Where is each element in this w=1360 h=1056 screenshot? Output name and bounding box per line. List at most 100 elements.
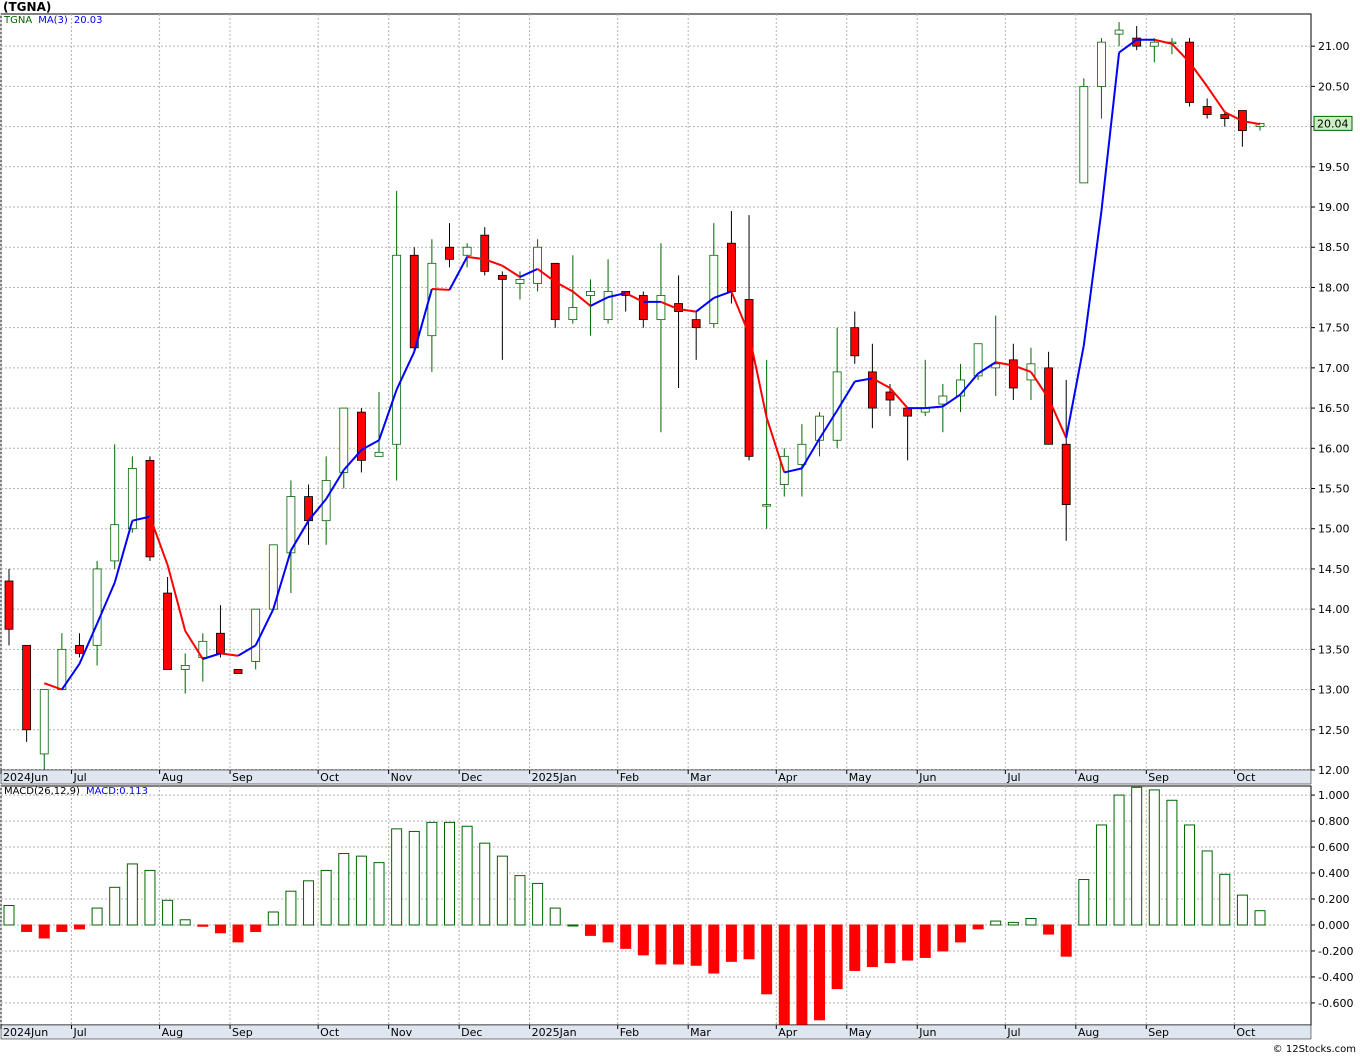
macd-legend: MACD(26,12,9) MACD:0.113	[4, 786, 154, 797]
candle-body	[832, 371, 842, 441]
macd-bar	[250, 924, 262, 932]
candle-body	[727, 242, 736, 292]
x-tick-label: Feb	[620, 1026, 639, 1039]
price-tick-label: 21.00	[1318, 40, 1350, 53]
candle-body	[815, 415, 824, 441]
x-tick-label: Oct	[320, 771, 340, 784]
macd-bar	[954, 924, 966, 943]
macd-bar	[444, 821, 455, 926]
legend-ma-label: MA(3)	[38, 15, 68, 26]
candle-body	[709, 254, 719, 325]
ma-segment	[1206, 85, 1226, 113]
ma-segment	[678, 308, 697, 313]
macd-bar	[1007, 921, 1019, 926]
ma-segment	[1030, 371, 1050, 399]
ma-segment	[1118, 38, 1138, 54]
candle-body	[603, 291, 613, 321]
price-tick-label: 14.00	[1318, 603, 1350, 616]
x-tick-label: Aug	[1078, 771, 1099, 784]
macd-bar	[902, 924, 914, 961]
candle-body	[216, 632, 225, 654]
candle-body	[797, 443, 807, 465]
macd-bar	[690, 924, 702, 966]
ma-segment	[78, 623, 99, 665]
x-tick-label: Oct	[1236, 1026, 1256, 1039]
ma-segment	[607, 292, 626, 299]
macd-bar	[426, 821, 438, 926]
candle-body	[497, 274, 507, 280]
candle-body	[691, 319, 701, 329]
candle-body	[92, 568, 102, 646]
ma-segment	[202, 652, 221, 660]
macd-bar	[884, 924, 896, 964]
x-tick-label: May	[849, 1026, 872, 1039]
macd-tick-label: -0.200	[1318, 945, 1353, 958]
candle-body	[75, 644, 84, 654]
price-tick-label: 17.50	[1318, 322, 1350, 335]
ma-segment	[254, 608, 275, 646]
macd-grid	[0, 785, 1312, 1026]
macd-bar	[549, 907, 561, 926]
candle-body	[480, 234, 490, 272]
macd-bar	[126, 863, 138, 926]
ma-segment	[889, 387, 909, 409]
price-legend: TGNA MA(3) 20.03	[4, 15, 108, 26]
ma-segment	[113, 520, 134, 583]
ma-segment	[554, 280, 574, 293]
candle-body	[1097, 41, 1106, 87]
macd-bar	[1078, 879, 1090, 926]
ma-segment	[325, 469, 345, 500]
macd-bar	[708, 924, 720, 974]
ma-segment	[237, 644, 257, 657]
macd-bar	[109, 886, 121, 926]
x-tick-label: Jun	[918, 771, 936, 784]
candle-body	[374, 451, 384, 457]
x-tick-label: Feb	[620, 771, 639, 784]
candle-body	[427, 262, 437, 337]
candle-body	[392, 254, 402, 445]
price-tick-label: 19.00	[1318, 201, 1350, 214]
macd-bars	[3, 786, 1266, 1029]
candle-body	[515, 279, 525, 284]
axes: 12.00 12.50 13.00 13.50 14.00 14.50 15.00 15.50…	[0, 40, 1353, 1040]
candle-body	[409, 254, 419, 349]
candle-body	[127, 468, 137, 530]
price-tick-label: 17.00	[1318, 362, 1350, 375]
macd-bar	[637, 924, 649, 956]
macd-bar	[796, 924, 808, 1026]
macd-bar	[373, 862, 385, 926]
price-tick-label: 18.50	[1318, 241, 1350, 254]
candle-body	[867, 371, 877, 409]
price-tick-label: 18.00	[1318, 281, 1350, 294]
candle-body	[656, 295, 666, 321]
ma-segment	[625, 292, 644, 303]
ma-segment	[1224, 111, 1243, 122]
macd-bar	[761, 924, 773, 995]
ma-segment	[96, 582, 116, 625]
x-tick-label: Jul	[72, 1026, 86, 1039]
macd-bar	[725, 924, 737, 962]
candle-body	[1114, 29, 1124, 35]
x-tick-label: 2025Jan	[532, 771, 577, 784]
price-tick-label: 12.50	[1318, 724, 1350, 737]
candle-body	[1079, 85, 1089, 184]
candle-body	[251, 608, 261, 662]
ma-segment	[272, 550, 292, 610]
candle-body	[145, 459, 155, 558]
ma-segment	[713, 290, 732, 299]
ma-segment	[854, 377, 873, 383]
macd-bar	[937, 924, 949, 952]
price-tick-label: 13.50	[1318, 643, 1350, 656]
macd-bar	[1113, 794, 1125, 926]
x-tick-label: 2025Jan	[532, 1026, 577, 1039]
macd-bar	[285, 890, 297, 926]
macd-bar	[1166, 799, 1178, 926]
candle-body	[1061, 443, 1071, 505]
ma-segment	[519, 268, 539, 278]
x-tick-label: Apr	[778, 1026, 798, 1039]
ma-segment	[1065, 345, 1085, 439]
ma-segment	[695, 297, 715, 313]
x-tick-label: Dec	[461, 1026, 482, 1039]
ma-segment	[1047, 398, 1068, 439]
